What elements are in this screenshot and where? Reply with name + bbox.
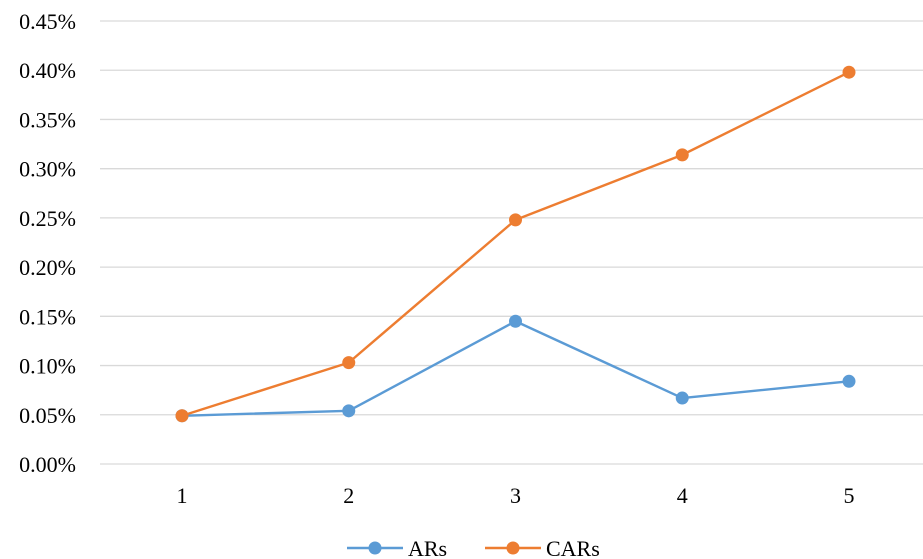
y-tick-label: 0.05% (19, 403, 76, 428)
legend: ARs CARs (347, 536, 600, 559)
y-tick-label: 0.20% (19, 255, 76, 280)
legend-label: ARs (408, 536, 447, 559)
y-tick-label: 0.00% (19, 452, 76, 477)
x-tick-label: 2 (343, 483, 354, 508)
y-tick-label: 0.30% (19, 157, 76, 182)
x-axis-tick-labels: 1 2 3 4 5 (177, 483, 855, 508)
y-tick-label: 0.10% (19, 354, 76, 379)
y-axis-tick-labels: 0.00% 0.05% 0.10% 0.15% 0.20% 0.25% 0.30% 0.35%… (19, 9, 76, 477)
y-tick-label: 0.15% (19, 304, 76, 329)
series-lines (175, 65, 856, 423)
data-point-cars (675, 148, 689, 162)
data-point-cars (842, 65, 856, 79)
gridlines (100, 20, 923, 465)
data-point-ars (509, 314, 522, 328)
series-line-ars (181, 320, 850, 417)
legend-label: CARs (546, 536, 600, 559)
x-tick-label: 4 (677, 483, 688, 508)
legend-item-cars: CARs (485, 536, 600, 559)
legend-item-ars: ARs (347, 536, 447, 559)
data-point-ars (842, 374, 856, 388)
y-tick-label: 0.25% (19, 206, 76, 231)
series-ars (175, 314, 856, 423)
y-tick-label: 0.45% (19, 9, 76, 34)
legend-swatch-marker (506, 541, 520, 555)
data-point-cars (342, 356, 356, 370)
legend-swatch-marker (368, 541, 382, 555)
data-point-ars (675, 391, 689, 405)
data-point-ars (342, 404, 356, 418)
data-point-cars (175, 409, 189, 423)
data-point-cars (509, 213, 522, 227)
x-tick-label: 5 (844, 483, 855, 508)
series-line-cars (181, 71, 850, 417)
series-cars (175, 65, 856, 423)
x-tick-label: 3 (510, 483, 521, 508)
y-tick-label: 0.35% (19, 107, 76, 132)
x-tick-label: 1 (177, 483, 188, 508)
y-tick-label: 0.40% (19, 58, 76, 83)
